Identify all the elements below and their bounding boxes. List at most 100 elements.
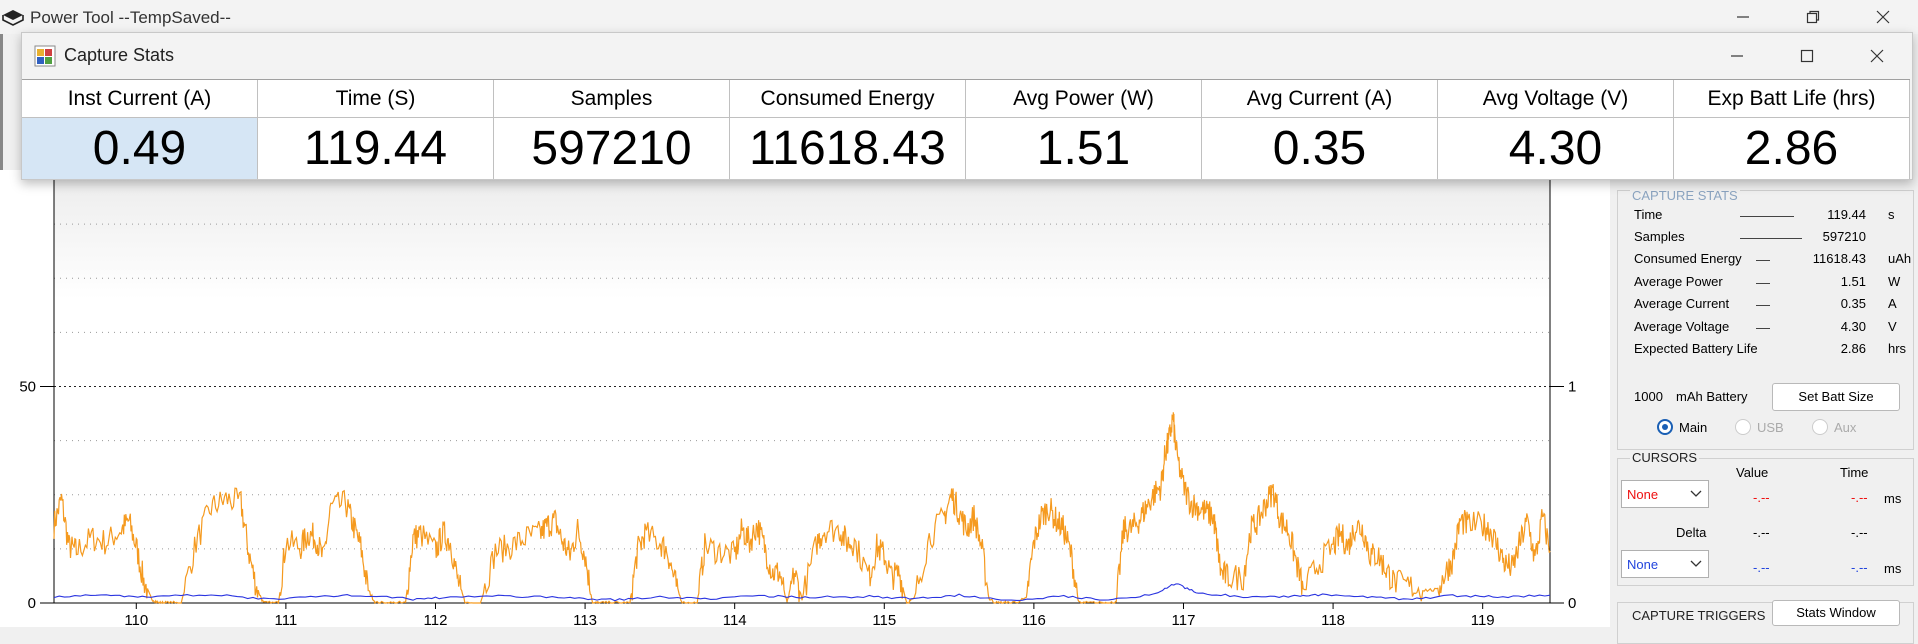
cursor2-select[interactable]: None <box>1621 550 1709 578</box>
value-samples[interactable]: 597210 <box>494 118 730 179</box>
stat-unit: A <box>1888 296 1897 311</box>
radio-usb[interactable]: USB <box>1735 419 1784 435</box>
cursor2-time: -.-- <box>1851 560 1868 575</box>
stats-close-button[interactable] <box>1854 33 1900 79</box>
stat-leader-line <box>1756 328 1770 329</box>
battery-size-value: 1000 <box>1634 389 1663 404</box>
stat-label: Samples <box>1634 229 1685 244</box>
value-consumed-energy[interactable]: 11618.43 <box>730 118 966 179</box>
stat-value: 1.51 <box>1840 274 1866 289</box>
header-samples: Samples <box>494 80 730 118</box>
current-chart[interactable]: 0 50 0 1 110 111 112 113 114 115 116 117 118 119 <box>0 170 1610 629</box>
radio-main[interactable]: Main <box>1657 419 1707 435</box>
side-panel: CAPTURE STATS 1000 mAh Battery Set Batt … <box>1610 170 1918 644</box>
header-exp-batt-life: Exp Batt Life (hrs) <box>1674 80 1910 118</box>
stat-value: 11618.43 <box>1812 251 1866 266</box>
x-tick-label: 119 <box>1471 612 1495 627</box>
stat-row: Samples 597210 <box>1634 226 1914 248</box>
x-tick-label: 112 <box>424 612 448 627</box>
header-avg-current: Avg Current (A) <box>1202 80 1438 118</box>
cursor-time-header: Time <box>1840 465 1869 480</box>
maximize-icon <box>1800 49 1814 63</box>
stat-label: Expected Battery Life <box>1634 341 1758 356</box>
y-left-tick-label: 0 <box>28 595 36 612</box>
series-current-line <box>53 412 1551 605</box>
x-tick-label: 118 <box>1321 612 1345 627</box>
cursor1-time: -.-- <box>1851 490 1868 505</box>
stats-grid: Inst Current (A) Time (S) Samples Consum… <box>22 79 1910 179</box>
x-tick-label: 114 <box>723 612 747 627</box>
cursor2-unit: ms <box>1884 561 1902 576</box>
radio-usb-label: USB <box>1757 419 1784 435</box>
value-time[interactable]: 119.44 <box>258 118 494 179</box>
stat-unit: W <box>1888 274 1901 289</box>
chevron-down-icon <box>1690 560 1702 567</box>
battery-size-label: mAh Battery <box>1676 389 1748 404</box>
value-avg-current[interactable]: 0.35 <box>1202 118 1438 179</box>
close-icon <box>1876 10 1890 24</box>
set-batt-size-button[interactable]: Set Batt Size <box>1772 383 1900 411</box>
stat-leader-line <box>1756 260 1770 261</box>
radio-main-indicator <box>1657 419 1673 435</box>
header-time: Time (S) <box>258 80 494 118</box>
stat-row: Average Voltage 4.30 V <box>1634 316 1914 338</box>
radio-usb-indicator <box>1735 419 1751 435</box>
stat-leader-line <box>1740 216 1794 217</box>
main-minimize-button[interactable] <box>1720 0 1766 34</box>
stat-row: Expected Battery Life 2.86 hrs <box>1634 338 1914 360</box>
stat-label: Average Voltage <box>1634 319 1730 334</box>
value-avg-power[interactable]: 1.51 <box>966 118 1202 179</box>
cursor1-select[interactable]: None <box>1621 480 1709 508</box>
stat-leader-line <box>1740 238 1802 239</box>
header-consumed-energy: Consumed Energy <box>730 80 966 118</box>
stat-label: Average Current <box>1634 296 1730 311</box>
stats-maximize-button[interactable] <box>1784 33 1830 79</box>
stat-label: Time <box>1634 207 1663 222</box>
x-tick-label: 111 <box>274 612 297 627</box>
x-tick-label: 116 <box>1022 612 1046 627</box>
stats-window-button[interactable]: Stats Window <box>1772 600 1900 626</box>
delta-value: -.-- <box>1753 525 1770 540</box>
stat-label: Average Power <box>1634 274 1723 289</box>
main-title-bar: Power Tool --TempSaved-- <box>0 0 1918 34</box>
radio-aux-label: Aux <box>1834 419 1857 435</box>
radio-aux[interactable]: Aux <box>1812 419 1856 435</box>
capture-stats-group <box>1617 190 1914 450</box>
stat-row: Time 119.44 s <box>1634 204 1914 226</box>
stat-row: Average Current 0.35 A <box>1634 293 1914 315</box>
minimize-icon <box>1731 55 1743 57</box>
minimize-icon <box>1737 16 1749 18</box>
radio-main-label: Main <box>1679 419 1708 435</box>
app-window-icon <box>34 45 56 67</box>
capture-stats-window: Capture Stats Inst Current (A) Time (S) … <box>21 32 1913 180</box>
chevron-down-icon <box>1690 490 1702 497</box>
main-close-button[interactable] <box>1860 0 1906 34</box>
stats-window-title-bar[interactable]: Capture Stats <box>22 33 1912 79</box>
cursors-group <box>1617 458 1914 586</box>
cursors-title: CURSORS <box>1630 450 1700 465</box>
cursor1-unit: ms <box>1884 491 1902 506</box>
value-exp-batt-life[interactable]: 2.86 <box>1674 118 1910 179</box>
x-tick-label: 113 <box>573 612 597 627</box>
capture-chart[interactable]: 0 50 0 1 110 111 112 113 114 115 116 117 118 119 <box>0 170 1610 629</box>
app-logo-icon <box>2 10 24 26</box>
value-avg-voltage[interactable]: 4.30 <box>1438 118 1674 179</box>
close-icon <box>1870 49 1884 63</box>
stat-leader-line <box>1756 305 1770 306</box>
y-right-tick-label: 1 <box>1568 379 1576 396</box>
stat-row: Average Power 1.51 W <box>1634 271 1914 293</box>
stat-value: 4.30 <box>1840 319 1866 334</box>
app-title: Power Tool --TempSaved-- <box>30 8 231 27</box>
cursor2-select-value: None <box>1627 557 1659 572</box>
stat-unit: uAh <box>1888 251 1912 266</box>
stat-value: 0.35 <box>1840 296 1866 311</box>
radio-aux-indicator <box>1812 419 1828 435</box>
capture-stats-title: CAPTURE STATS <box>1630 188 1740 203</box>
stat-unit: s <box>1888 207 1895 222</box>
value-inst-current[interactable]: 0.49 <box>22 118 258 179</box>
header-avg-power: Avg Power (W) <box>966 80 1202 118</box>
stat-leader-line <box>1756 283 1770 284</box>
stats-minimize-button[interactable] <box>1714 33 1760 79</box>
main-restore-button[interactable] <box>1790 0 1836 34</box>
x-tick-label: 115 <box>872 612 896 627</box>
